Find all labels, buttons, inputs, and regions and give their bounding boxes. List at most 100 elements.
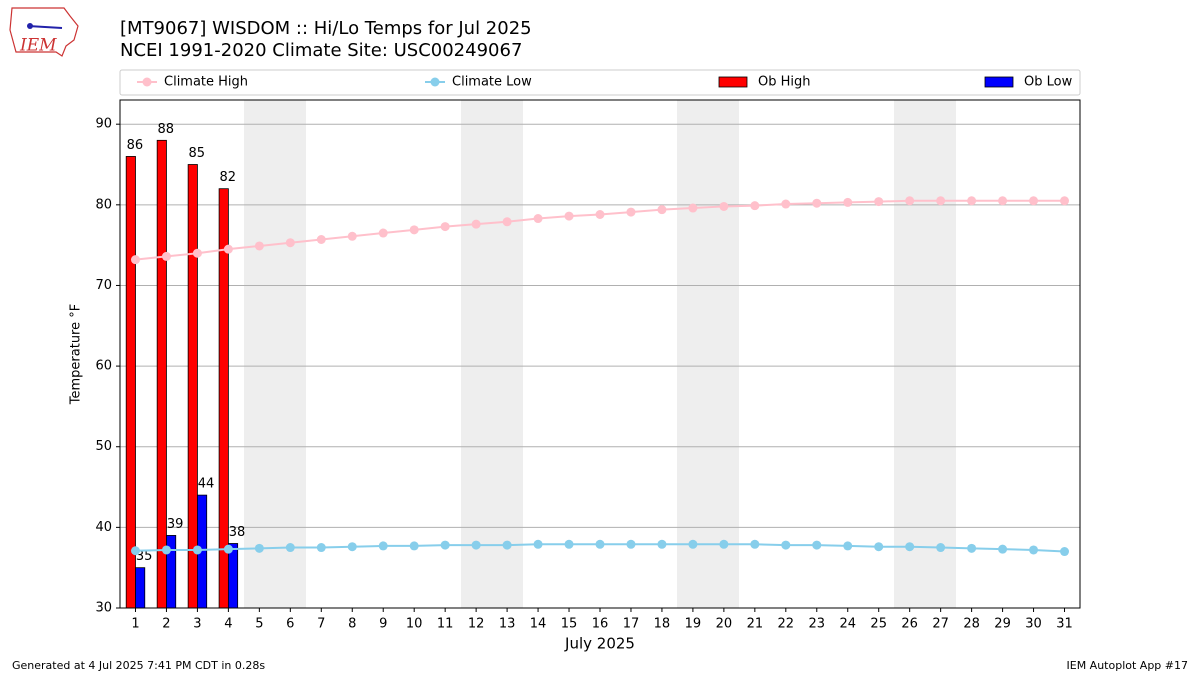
point <box>316 234 326 244</box>
x-tick-label: 10 <box>406 617 423 632</box>
bar <box>125 156 136 609</box>
point <box>130 255 140 265</box>
point <box>812 540 822 550</box>
x-tick-label: 15 <box>561 617 578 632</box>
point <box>750 539 760 549</box>
point <box>936 543 946 553</box>
point <box>719 539 729 549</box>
bar <box>135 567 146 609</box>
point <box>378 541 388 551</box>
legend-swatch <box>984 76 1014 88</box>
point <box>347 542 357 552</box>
data-label: 38 <box>229 525 246 540</box>
data-label: 35 <box>136 549 153 564</box>
weekend-shade <box>244 100 306 608</box>
y-tick-label: 40 <box>95 520 112 535</box>
x-tick-label: 20 <box>716 617 733 632</box>
point <box>192 248 202 258</box>
point <box>595 210 605 220</box>
legend-label: Ob Low <box>1024 75 1073 90</box>
point <box>843 541 853 551</box>
legend-box <box>119 69 1081 96</box>
x-tick-label: 25 <box>870 617 887 632</box>
point <box>192 545 202 555</box>
point <box>254 241 264 251</box>
chart-title: [MT9067] WISDOM :: Hi/Lo Temps for Jul 2… <box>120 18 532 39</box>
point <box>750 201 760 211</box>
point <box>874 197 884 207</box>
y-tick-label: 50 <box>95 439 112 454</box>
point <box>130 546 140 556</box>
legend-label: Climate High <box>164 75 248 90</box>
point <box>502 540 512 550</box>
point <box>719 201 729 211</box>
logo-text: IEM <box>19 36 57 56</box>
weekend-shade <box>894 100 956 608</box>
x-tick-label: 29 <box>994 617 1011 632</box>
x-tick-label: 23 <box>809 617 826 632</box>
point <box>471 540 481 550</box>
x-tick-label: 26 <box>901 617 918 632</box>
point <box>471 219 481 229</box>
point <box>781 199 791 209</box>
logo: IEM <box>9 7 79 57</box>
legend-label: Ob High <box>758 75 811 90</box>
x-tick-label: 3 <box>193 617 201 632</box>
point <box>688 539 698 549</box>
footer-right: IEM Autoplot App #17 <box>1067 659 1189 672</box>
footer-left: Generated at 4 Jul 2025 7:41 PM CDT in 0… <box>12 659 265 672</box>
x-axis-label: July 2025 <box>564 635 635 653</box>
x-tick-label: 24 <box>839 617 856 632</box>
point <box>254 543 264 553</box>
point <box>781 540 791 550</box>
data-label: 86 <box>127 138 144 153</box>
bar <box>156 139 167 609</box>
x-tick-label: 9 <box>379 617 387 632</box>
weekend-shade <box>461 100 523 608</box>
point <box>223 544 233 554</box>
x-tick-label: 18 <box>654 617 671 632</box>
x-tick-label: 16 <box>592 617 609 632</box>
y-tick-label: 60 <box>95 359 112 374</box>
logo-outline <box>9 7 79 57</box>
legend-marker <box>142 77 152 87</box>
x-tick-label: 12 <box>468 617 485 632</box>
point <box>502 217 512 227</box>
y-tick-label: 80 <box>95 197 112 212</box>
legend-label: Climate Low <box>452 75 532 90</box>
point <box>626 207 636 217</box>
point <box>843 197 853 207</box>
data-label: 39 <box>167 517 184 532</box>
point <box>285 543 295 553</box>
point <box>161 545 171 555</box>
point <box>564 211 574 221</box>
point <box>533 214 543 224</box>
x-tick-label: 19 <box>685 617 702 632</box>
data-label: 88 <box>158 122 175 137</box>
point <box>998 196 1008 206</box>
x-tick-label: 27 <box>932 617 949 632</box>
point <box>936 196 946 206</box>
x-tick-label: 7 <box>317 617 325 632</box>
point <box>967 196 977 206</box>
point <box>533 539 543 549</box>
logo-dot <box>27 23 33 29</box>
point <box>285 238 295 248</box>
x-tick-label: 31 <box>1056 617 1073 632</box>
x-tick-label: 13 <box>499 617 516 632</box>
point <box>347 231 357 241</box>
data-label: 85 <box>189 146 206 161</box>
point <box>316 543 326 553</box>
x-tick-label: 1 <box>131 617 139 632</box>
x-tick-label: 14 <box>530 617 547 632</box>
point <box>440 222 450 232</box>
point <box>1060 196 1070 206</box>
point <box>1060 547 1070 557</box>
x-tick-label: 4 <box>224 617 232 632</box>
x-tick-label: 11 <box>437 617 454 632</box>
point <box>223 244 233 254</box>
y-tick-label: 30 <box>95 601 112 616</box>
point <box>905 542 915 552</box>
point <box>1029 545 1039 555</box>
